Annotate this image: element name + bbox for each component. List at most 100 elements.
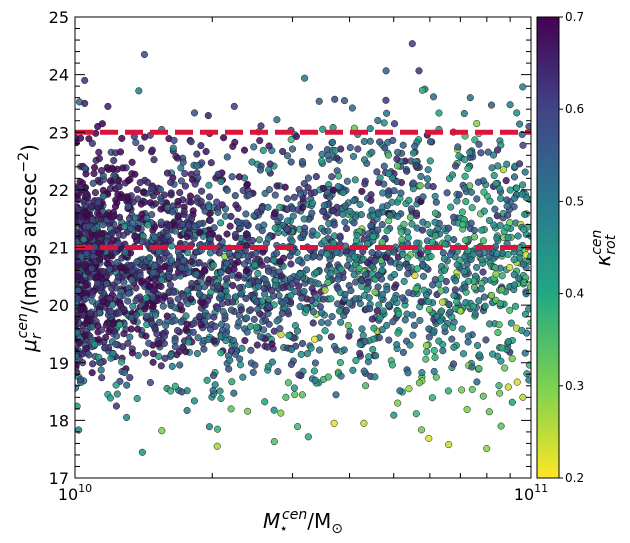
data-point — [261, 276, 269, 284]
data-point — [287, 158, 295, 166]
data-point — [176, 301, 184, 309]
data-point — [288, 205, 296, 213]
data-point — [258, 227, 266, 235]
data-point — [251, 261, 259, 269]
data-point — [307, 277, 315, 285]
data-point — [249, 368, 257, 376]
data-point — [516, 160, 524, 168]
data-point — [477, 285, 485, 293]
data-point — [354, 145, 362, 153]
data-point — [190, 320, 198, 328]
data-point — [467, 188, 475, 196]
data-point — [193, 150, 201, 158]
data-point — [216, 387, 224, 395]
data-point — [265, 186, 273, 194]
data-point — [336, 359, 344, 367]
data-point — [279, 299, 287, 307]
data-point — [236, 284, 244, 292]
data-point — [193, 162, 201, 170]
data-point — [393, 341, 401, 349]
data-point — [303, 254, 311, 262]
data-point — [156, 185, 164, 193]
data-point — [298, 157, 306, 166]
data-point — [486, 320, 494, 328]
data-point — [431, 192, 439, 200]
data-point — [464, 165, 472, 173]
data-point — [368, 249, 376, 257]
data-point — [223, 259, 231, 267]
data-point — [489, 350, 497, 358]
data-point — [318, 318, 326, 326]
data-point — [418, 226, 427, 234]
data-point — [166, 281, 174, 289]
data-point — [99, 298, 107, 306]
data-point — [458, 325, 466, 333]
data-point — [412, 161, 420, 169]
data-point — [248, 236, 257, 245]
data-point — [429, 93, 438, 101]
data-point — [126, 374, 134, 382]
data-point — [395, 264, 403, 272]
data-point — [283, 195, 291, 203]
data-point — [385, 301, 393, 309]
data-point — [458, 386, 466, 394]
data-point — [410, 321, 418, 329]
data-point — [295, 371, 303, 379]
data-point — [183, 233, 191, 241]
data-point — [157, 276, 165, 284]
data-point — [435, 109, 443, 117]
data-point — [178, 388, 186, 396]
data-point — [431, 232, 440, 240]
data-point — [386, 211, 394, 219]
data-point — [189, 328, 197, 336]
data-point — [385, 336, 393, 344]
data-point — [191, 223, 199, 231]
data-point — [380, 119, 388, 127]
data-point — [287, 260, 295, 268]
data-point — [439, 249, 447, 257]
data-point — [486, 197, 494, 205]
data-point — [296, 270, 304, 278]
data-point — [360, 367, 368, 375]
data-point — [117, 264, 125, 272]
data-point — [213, 425, 222, 433]
data-point — [350, 197, 358, 205]
data-point — [328, 138, 337, 146]
data-point — [416, 316, 424, 324]
data-point — [270, 406, 278, 414]
data-point — [95, 211, 103, 219]
data-point — [263, 343, 271, 351]
data-point — [91, 163, 99, 172]
data-point — [115, 183, 123, 191]
data-point — [157, 205, 165, 213]
data-point — [174, 213, 182, 221]
data-point — [519, 181, 527, 189]
data-point — [133, 258, 141, 266]
data-point — [102, 333, 110, 341]
data-point — [183, 406, 191, 415]
data-point — [384, 151, 392, 159]
data-point — [406, 341, 414, 349]
data-point — [309, 308, 317, 316]
data-point — [256, 166, 264, 174]
data-point — [204, 112, 212, 120]
data-point — [255, 236, 263, 244]
data-point — [81, 76, 89, 84]
data-point — [497, 422, 505, 430]
data-point — [144, 276, 153, 284]
data-point — [516, 120, 524, 128]
data-point — [247, 306, 255, 314]
data-point — [268, 358, 276, 366]
data-point — [304, 184, 312, 192]
data-point — [99, 268, 107, 276]
data-point — [462, 298, 470, 307]
data-point — [521, 310, 529, 318]
data-point — [144, 178, 152, 186]
data-point — [205, 193, 214, 201]
data-point — [477, 149, 485, 157]
data-point — [342, 306, 350, 314]
data-point — [492, 270, 500, 278]
data-point — [369, 233, 377, 241]
data-point — [209, 372, 218, 380]
data-point — [125, 289, 133, 297]
